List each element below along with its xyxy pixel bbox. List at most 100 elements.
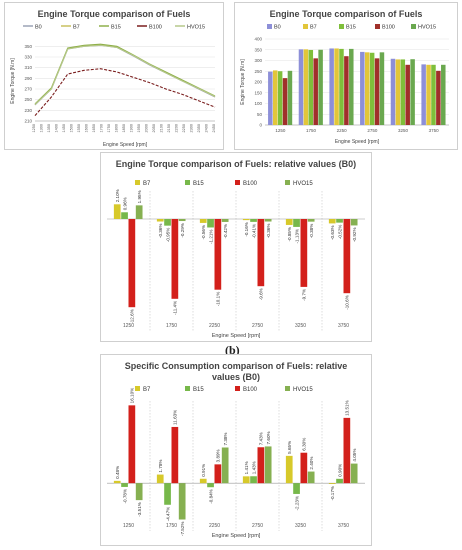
legend-label: B15: [346, 25, 356, 31]
x-tick-label: 1900: [130, 124, 134, 132]
data-label: 16.10%: [130, 388, 135, 404]
data-label: 0.90%: [337, 464, 342, 477]
legend-swatch: [285, 386, 290, 391]
data-label: 2.40%: [309, 457, 314, 470]
data-label: 7.43%: [259, 432, 264, 445]
y-axis-label: Engine Torque [N.m]: [10, 58, 16, 104]
y-tick-label: 0: [259, 123, 262, 128]
legend-label: HVO15: [187, 25, 205, 31]
bar-b0: [268, 71, 273, 125]
data-label: -11.4%: [173, 301, 178, 315]
data-label: -0.56%: [201, 225, 206, 240]
bar-b100: [374, 58, 380, 125]
y-tick-label: 250: [24, 97, 32, 102]
data-label: -0.95%: [165, 228, 170, 243]
data-label: 1.43%: [251, 461, 256, 474]
torque-line-title: Engine Torque comparison of Fuels: [37, 9, 191, 19]
bar-hvo15: [441, 64, 446, 125]
x-tick-label: 3250: [295, 323, 306, 329]
data-label: 4.05%: [352, 449, 357, 462]
legend-label: B0: [274, 25, 281, 31]
legend-label: B15: [193, 387, 204, 393]
bar-b7: [199, 478, 207, 484]
x-tick-label: 3750: [429, 128, 440, 133]
legend-label: B7: [310, 25, 317, 31]
consumption-relative-chart: B7 B15 B100 HVO15 0.48% -0.78% 16.10% -3.51% 125…: [107, 386, 365, 539]
x-tick-label: 2000: [145, 124, 149, 132]
bar-hvo15: [318, 49, 323, 125]
x-tick-label: 2450: [212, 124, 216, 132]
bar-b100: [171, 219, 179, 299]
data-label: -0.52%: [337, 225, 342, 240]
bar-b7: [303, 49, 309, 125]
x-tick-label: 1550: [77, 124, 81, 132]
legend-label: B15: [111, 25, 121, 31]
data-label: 11.63%: [173, 410, 178, 425]
y-tick-label: 50: [257, 112, 263, 117]
x-tick-label: 3750: [338, 323, 349, 329]
y-tick-label: 300: [254, 58, 262, 63]
series-line-b7: [34, 44, 216, 105]
bar-b15: [121, 212, 128, 219]
torque-relative-chart: B7 B15 B100 HVO15 2.10%0.96% -12.6% 1.95% 1250 -…: [107, 180, 365, 339]
x-tick-label: 2750: [252, 523, 263, 529]
x-tick-label: 1750: [166, 323, 177, 329]
bar-b15: [277, 71, 283, 125]
data-label: -7.52%: [180, 522, 185, 537]
bar-b7: [285, 219, 293, 225]
bar-b7: [242, 476, 250, 484]
x-tick-label: 2250: [209, 323, 220, 329]
legend-label: B100: [382, 25, 395, 31]
data-label: -0.78%: [122, 489, 127, 504]
y-tick-label: 330: [24, 55, 32, 60]
x-tick-label: 1500: [70, 124, 74, 132]
bar-b100: [128, 219, 136, 308]
y-tick-label: 250: [254, 69, 262, 74]
data-label: -0.41%: [251, 224, 256, 239]
x-tick-label: 1250: [275, 128, 286, 133]
bar-b15: [121, 483, 128, 487]
data-label: -1.13%: [294, 229, 299, 244]
bar-b0: [421, 64, 426, 125]
y-tick-label: 400: [254, 37, 262, 42]
data-label: 0.91%: [201, 464, 206, 477]
x-tick-label: 1600: [85, 124, 89, 132]
legend-swatch: [375, 24, 380, 29]
x-tick-label: 2250: [209, 523, 220, 529]
consumption-relative-panel: Specific Consumption comparison of Fuels…: [100, 354, 372, 546]
bar-b100: [214, 464, 222, 484]
data-label: 13.51%: [345, 400, 350, 416]
bar-b15: [207, 219, 214, 228]
bar-b100: [171, 426, 179, 484]
x-tick-label: 2300: [190, 124, 194, 132]
legend-label: B7: [143, 181, 151, 187]
x-tick-label: 2350: [197, 124, 201, 132]
x-axis-label: Engine Speed [rpm]: [103, 142, 148, 148]
bar-b7: [156, 474, 164, 484]
x-tick-label: 1700: [100, 124, 104, 132]
legend-swatch: [235, 386, 240, 391]
data-label: -10.6%: [345, 295, 350, 310]
x-tick-label: 1750: [306, 128, 317, 133]
data-label: 1.78%: [158, 460, 163, 473]
bar-b7: [328, 483, 336, 484]
data-label: -0.38%: [309, 224, 314, 239]
data-label: 1.95%: [137, 190, 142, 203]
bar-hvo15: [349, 48, 354, 125]
bar-b100: [436, 70, 441, 125]
bar-b0: [390, 58, 396, 125]
bar-hvo15: [350, 463, 358, 484]
series-line-b15: [34, 43, 216, 105]
legend-label: HVO15: [293, 181, 313, 187]
data-label: 1.41%: [244, 461, 249, 474]
x-tick-label: 2150: [167, 124, 171, 132]
x-tick-label: 1650: [92, 124, 96, 132]
legend-swatch: [235, 180, 240, 185]
legend-label: B100: [243, 181, 258, 187]
bar-b100: [300, 452, 308, 484]
bar-hvo15: [221, 219, 229, 222]
panel-label-b: (b): [225, 343, 240, 357]
bar-b7: [364, 52, 370, 125]
data-label: 6.30%: [302, 438, 307, 451]
bar-b15: [250, 476, 257, 484]
